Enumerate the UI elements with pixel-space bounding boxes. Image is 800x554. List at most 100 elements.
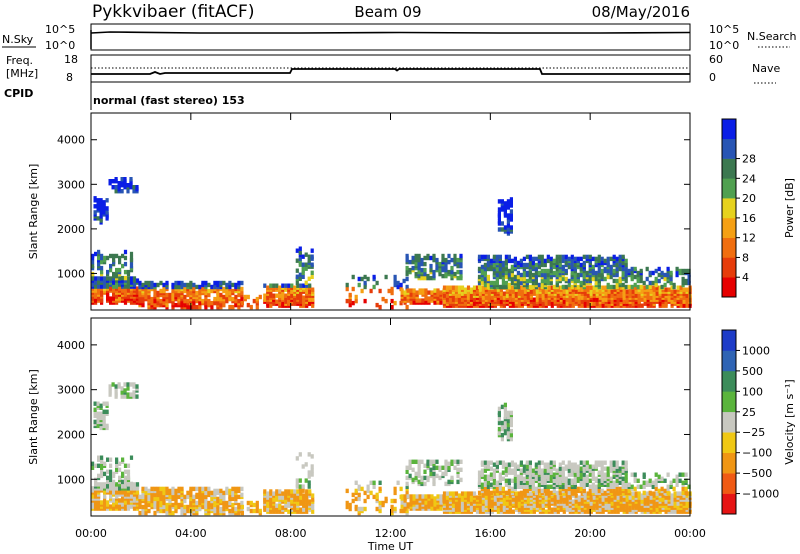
echo-cell	[114, 177, 118, 182]
echo-cell	[592, 503, 596, 508]
echo-cell	[506, 205, 510, 210]
echo-cell	[96, 401, 100, 406]
echo-cell	[568, 285, 572, 290]
echo-cell	[654, 482, 658, 487]
echo-cell	[345, 504, 349, 510]
echo-cell	[121, 490, 125, 495]
echo-cell	[552, 472, 556, 477]
echo-cell	[459, 253, 463, 259]
echo-cell	[168, 296, 172, 302]
echo-cell	[603, 460, 607, 465]
echo-cell	[649, 499, 653, 504]
echo-cell	[534, 266, 538, 272]
echo-cell	[295, 248, 299, 253]
x-tick-label: 00:00	[674, 527, 706, 540]
echo-cell	[432, 269, 436, 275]
echo-cell	[144, 288, 148, 294]
echo-cell	[504, 254, 508, 260]
echo-cell	[513, 462, 517, 467]
echo-cell	[403, 296, 407, 301]
colorbar-tick-label: 12	[742, 232, 756, 245]
echo-cell	[564, 484, 568, 489]
echo-cell	[624, 278, 628, 284]
echo-cell	[115, 457, 119, 462]
echo-cell	[293, 489, 297, 494]
echo-cell	[302, 295, 306, 300]
echo-cell	[266, 495, 270, 500]
echo-cell	[615, 468, 619, 473]
echo-cell	[640, 493, 644, 498]
echo-cell	[105, 198, 109, 203]
echo-cell	[664, 509, 668, 514]
echo-cell	[538, 285, 542, 290]
echo-cell	[216, 280, 220, 286]
echo-cell	[511, 285, 515, 290]
echo-cell	[525, 254, 529, 260]
echo-cell	[531, 472, 535, 477]
echo-cell	[649, 495, 653, 500]
echo-cell	[415, 494, 419, 499]
echo-cell	[118, 475, 122, 481]
echo-cell	[360, 486, 364, 492]
echo-cell	[519, 272, 523, 278]
echo-cell	[237, 292, 241, 298]
echo-cell	[284, 489, 288, 494]
echo-cell	[600, 470, 604, 475]
echo-cell	[681, 472, 685, 477]
echo-cell	[673, 289, 677, 294]
echo-cell	[100, 482, 104, 487]
echo-cell	[559, 291, 563, 296]
echo-cell	[103, 490, 107, 495]
echo-cell	[642, 472, 646, 477]
echo-cell	[162, 490, 166, 496]
echo-cell	[213, 492, 217, 498]
echo-cell	[526, 499, 530, 504]
echo-cell	[192, 304, 196, 310]
echo-cell	[537, 476, 541, 481]
colorbar-tick-label: 16	[742, 212, 756, 225]
echo-cell	[240, 486, 244, 492]
echo-cell	[550, 285, 554, 290]
echo-cell	[423, 255, 427, 261]
echo-cell	[115, 482, 119, 487]
echo-cell	[633, 266, 637, 272]
echo-cell	[106, 500, 110, 505]
echo-cell	[497, 420, 501, 426]
echo-cell	[424, 288, 428, 293]
echo-cell	[354, 504, 358, 510]
echo-cell	[186, 504, 190, 510]
echo-cell	[91, 253, 95, 259]
echo-cell	[228, 494, 232, 500]
echo-cell	[501, 476, 505, 481]
echo-cell	[586, 503, 590, 508]
echo-cell	[126, 386, 130, 391]
echo-cell	[498, 262, 502, 268]
nave-tick-bottom: 0	[709, 71, 716, 84]
echo-cell	[682, 287, 686, 292]
echo-cell	[304, 462, 308, 467]
echo-cell	[430, 494, 434, 499]
echo-cell	[651, 270, 655, 276]
echo-cell	[615, 256, 619, 262]
echo-cell	[186, 490, 190, 496]
echo-cell	[564, 284, 568, 290]
echo-cell	[646, 291, 650, 296]
echo-cell	[100, 253, 104, 259]
echo-cell	[585, 478, 589, 483]
echo-cell	[429, 275, 433, 281]
echo-cell	[495, 276, 499, 282]
echo-cell	[112, 498, 116, 503]
echo-cell	[424, 294, 428, 299]
echo-cell	[348, 502, 352, 508]
echo-cell	[597, 254, 601, 260]
echo-cell	[129, 290, 134, 295]
echo-cell	[529, 491, 533, 496]
echo-cell	[537, 460, 541, 465]
echo-cell	[141, 504, 145, 510]
echo-cell	[580, 499, 584, 504]
echo-cell	[216, 496, 220, 502]
echo-cell	[295, 456, 299, 461]
echo-cell	[636, 284, 640, 290]
echo-cell	[281, 295, 285, 300]
echo-cell	[453, 253, 457, 259]
